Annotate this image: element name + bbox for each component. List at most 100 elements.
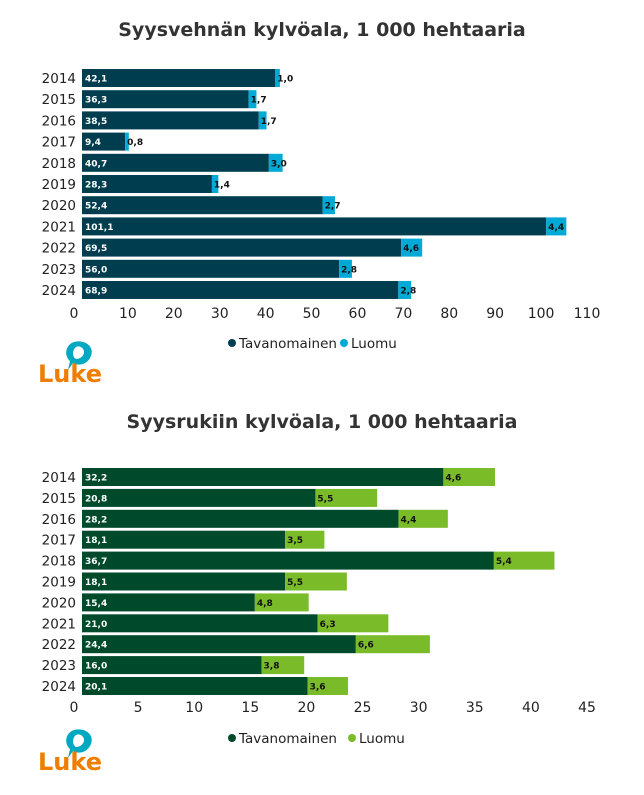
y-tick-label: 2021 [42, 219, 76, 235]
x-tick-label: 20 [165, 306, 183, 322]
y-tick-label: 2020 [42, 198, 76, 214]
x-tick-label: 0 [70, 306, 79, 322]
data-label-conventional-2023: 16,0 [85, 662, 107, 672]
legend-marker-organic [348, 734, 356, 742]
bar-conventional-2019 [82, 572, 286, 591]
y-tick-label: 2022 [42, 637, 76, 653]
bar-organic-2017 [125, 132, 129, 151]
data-label-conventional-2023: 56,0 [85, 265, 107, 275]
bar-conventional-2014 [82, 468, 444, 486]
bar-conventional-2014 [82, 69, 276, 87]
y-tick-label: 2023 [42, 262, 76, 278]
bar-conventional-2021 [82, 614, 318, 633]
x-tick-label: 100 [528, 306, 555, 322]
x-tick-label: 5 [134, 700, 143, 716]
x-tick-label: 60 [349, 306, 367, 322]
data-label-organic-2019: 1,4 [214, 181, 230, 191]
y-tick-label: 2015 [42, 491, 76, 507]
data-label-conventional-2022: 69,5 [85, 244, 107, 254]
data-label-conventional-2024: 20,1 [85, 683, 107, 693]
data-label-conventional-2022: 24,4 [85, 641, 107, 651]
logo-text: Luke [38, 360, 102, 388]
data-label-organic-2020: 2,7 [325, 202, 341, 212]
bar-conventional-2017 [82, 530, 286, 549]
winter-wheat-chart: Syysvehnän kylvöala, 1 000 hehtaaria 42,… [42, 19, 601, 352]
data-label-conventional-2024: 68,9 [85, 287, 107, 297]
data-label-organic-2017: 3,5 [287, 536, 303, 546]
legend-marker-organic [340, 339, 348, 347]
x-tick-label: 70 [394, 306, 412, 322]
data-label-organic-2017: 0,8 [127, 138, 143, 148]
x-tick-label: 30 [211, 306, 229, 322]
y-tick-label: 2016 [42, 512, 76, 528]
y-tick-label: 2024 [42, 679, 76, 695]
data-label-organic-2022: 6,6 [358, 641, 374, 651]
bar-conventional-2015 [82, 90, 249, 109]
bar-conventional-2020 [82, 593, 255, 612]
bar-organic-2022 [355, 635, 430, 654]
bar-conventional-2020 [82, 196, 323, 215]
bar-conventional-2018 [82, 153, 269, 172]
data-label-conventional-2014: 32,2 [85, 474, 107, 484]
data-label-organic-2016: 1,7 [261, 117, 277, 127]
bar-organic-2016 [258, 111, 267, 130]
luke-logo: Luke [38, 341, 102, 388]
legend-marker-conventional [228, 339, 236, 347]
legend-marker-conventional [228, 734, 236, 742]
x-tick-label: 50 [303, 306, 321, 322]
data-label-organic-2024: 3,6 [310, 683, 326, 693]
y-tick-label: 2014 [42, 470, 76, 486]
bar-organic-2024 [398, 281, 412, 299]
y-tick-label: 2018 [42, 554, 76, 570]
data-label-organic-2015: 1,7 [251, 96, 267, 106]
data-label-organic-2023: 2,8 [341, 265, 357, 275]
bar-organic-2019 [285, 572, 347, 591]
data-label-conventional-2020: 15,4 [85, 599, 107, 609]
data-label-conventional-2016: 28,2 [85, 515, 107, 525]
x-tick-label: 40 [257, 306, 275, 322]
bar-organic-2020 [322, 196, 335, 215]
y-tick-label: 2014 [42, 71, 76, 87]
x-tick-label: 80 [440, 306, 458, 322]
bar-organic-2018 [268, 153, 283, 172]
winter-rye-chart: Syysrukiin kylvöala, 1 000 hehtaaria 32,… [42, 411, 596, 747]
data-label-organic-2021: 4,4 [548, 223, 564, 233]
y-tick-label: 2017 [42, 533, 76, 549]
data-label-organic-2018: 3,0 [271, 159, 287, 169]
data-label-organic-2021: 6,3 [320, 620, 336, 630]
data-label-conventional-2021: 21,0 [85, 620, 107, 630]
x-tick-label: 0 [70, 700, 79, 716]
data-label-conventional-2017: 9,4 [85, 138, 101, 148]
y-axis: 2014 2015 2016 2017 2018 2019 2020 2021 2022 2023… [42, 470, 76, 695]
bar-conventional-2018 [82, 551, 494, 570]
bar-organic-2024 [307, 677, 348, 695]
x-tick-label: 30 [410, 700, 428, 716]
bar-conventional-2015 [82, 488, 316, 507]
x-tick-label: 40 [522, 700, 540, 716]
data-label-conventional-2015: 36,3 [85, 96, 107, 106]
x-tick-label: 25 [354, 700, 372, 716]
bar-organic-2021 [317, 614, 389, 633]
data-label-conventional-2019: 18,1 [85, 578, 107, 588]
bar-conventional-2022 [82, 238, 402, 257]
data-label-conventional-2018: 40,7 [85, 159, 107, 169]
y-tick-label: 2015 [42, 92, 76, 108]
bar-organic-2023 [339, 259, 352, 278]
bar-conventional-2024 [82, 677, 308, 695]
bar-organic-2016 [398, 509, 448, 528]
bar-organic-2020 [254, 593, 309, 612]
bar-organic-2018 [493, 551, 555, 570]
bar-organic-2015 [248, 90, 257, 109]
bar-organic-2014 [275, 69, 280, 87]
bar-group: 42,1 1,0 36,3 1,7 38,5 1,7 9,4 0,8 40,7 3,0 28,3 1,… [82, 69, 567, 299]
leaf-bubble-icon [66, 341, 92, 370]
bar-organic-2022 [401, 238, 423, 257]
data-label-organic-2023: 3,8 [264, 662, 280, 672]
y-tick-label: 2017 [42, 135, 76, 151]
legend-label-organic: Luomu [351, 336, 397, 352]
x-tick-label: 10 [185, 700, 203, 716]
data-label-organic-2014: 4,6 [445, 474, 461, 484]
legend-label-organic: Luomu [359, 731, 405, 747]
x-tick-label: 45 [578, 700, 596, 716]
